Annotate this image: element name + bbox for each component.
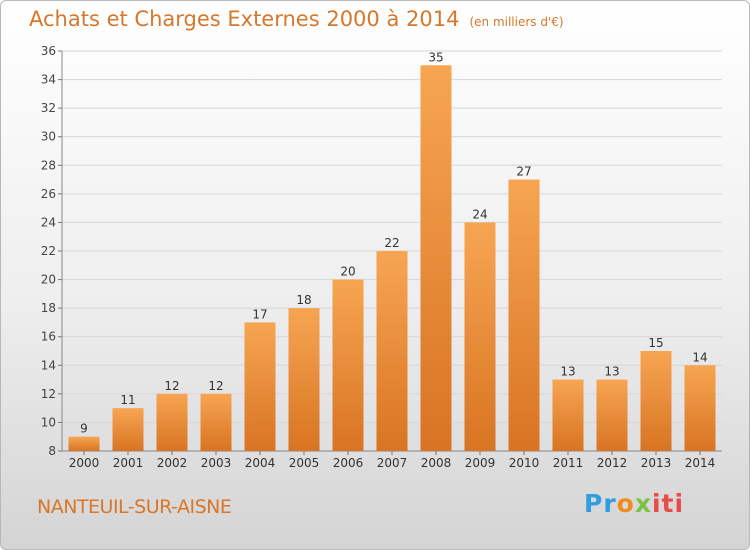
x-tick-label: 2001	[113, 456, 144, 470]
y-tick-label: 28	[41, 158, 56, 172]
bar-2006	[332, 279, 364, 451]
y-tick-label: 36	[41, 44, 56, 58]
y-tick-label: 26	[41, 187, 56, 201]
data-label: 15	[648, 336, 663, 350]
data-label: 12	[164, 379, 179, 393]
data-label: 27	[516, 165, 531, 179]
data-label: 13	[560, 365, 575, 379]
bar-2007	[376, 251, 408, 451]
y-tick-label: 18	[41, 301, 56, 315]
bar-2014	[684, 365, 716, 451]
chart-unit: (en milliers d'€)	[469, 15, 564, 29]
chart-title-text: Achats et Charges Externes 2000 à 2014	[29, 7, 460, 31]
x-tick-label: 2011	[553, 456, 584, 470]
data-label: 17	[252, 307, 267, 321]
bar-2013	[640, 351, 672, 451]
bar-2009	[464, 222, 496, 451]
bar-2003	[200, 393, 232, 451]
y-tick-label: 22	[41, 244, 56, 258]
data-label: 20	[340, 265, 355, 279]
bar-2008	[420, 65, 452, 452]
y-tick-label: 30	[41, 130, 56, 144]
data-label: 35	[428, 50, 443, 64]
x-tick-label: 2014	[685, 456, 716, 470]
x-tick-label: 2004	[245, 456, 276, 470]
town-name: NANTEUIL-SUR-AISNE	[37, 496, 232, 518]
y-tick-label: 14	[41, 358, 56, 372]
y-tick-label: 32	[41, 101, 56, 115]
x-tick-label: 2006	[333, 456, 364, 470]
proxiti-logo[interactable]: Proxiti	[584, 489, 684, 518]
data-label: 12	[208, 379, 223, 393]
data-label: 9	[80, 422, 88, 436]
bar-2002	[156, 393, 188, 451]
logo-part-1: Pr	[584, 489, 617, 518]
x-tick-label: 2013	[641, 456, 672, 470]
y-tick-label: 34	[41, 73, 56, 87]
labels: 9 11 12 12 17 18 20 22 35 24 27 13 13 15 14	[80, 50, 707, 435]
x-tick-label: 2005	[289, 456, 320, 470]
x-tick-label: 2000	[69, 456, 100, 470]
y-tick-label: 10	[41, 415, 56, 429]
x-tick-label: 2008	[421, 456, 452, 470]
y-tick-label: 16	[41, 330, 56, 344]
y-tick-label: 24	[41, 215, 56, 229]
x-tick-label: 2009	[465, 456, 496, 470]
logo-part-4: iti	[651, 489, 685, 518]
x-tick-label: 2010	[509, 456, 540, 470]
x-tick-label: 2007	[377, 456, 408, 470]
y-tick-label: 8	[48, 444, 56, 458]
bar-2012	[596, 379, 628, 451]
bar-2005	[288, 308, 320, 451]
data-label: 22	[384, 236, 399, 250]
bar-2000	[68, 436, 100, 451]
y-tick-label: 20	[41, 273, 56, 287]
x-tick-label: 2002	[157, 456, 188, 470]
bar-2010	[508, 179, 540, 452]
data-label: 13	[604, 365, 619, 379]
logo-part-3: x	[634, 489, 652, 518]
bar-2004	[244, 322, 276, 451]
x-tick-label: 2003	[201, 456, 232, 470]
data-label: 11	[120, 393, 135, 407]
logo-part-2: o	[616, 489, 635, 518]
bar-2001	[112, 408, 144, 451]
data-label: 24	[472, 207, 487, 221]
y-tick-label: 12	[41, 387, 56, 401]
x-tick-label: 2012	[597, 456, 628, 470]
data-label: 18	[296, 293, 311, 307]
chart-title: Achats et Charges Externes 2000 à 2014 (e…	[29, 7, 564, 31]
bars	[68, 65, 716, 452]
data-label: 14	[692, 350, 707, 364]
bar-2011	[552, 379, 584, 451]
